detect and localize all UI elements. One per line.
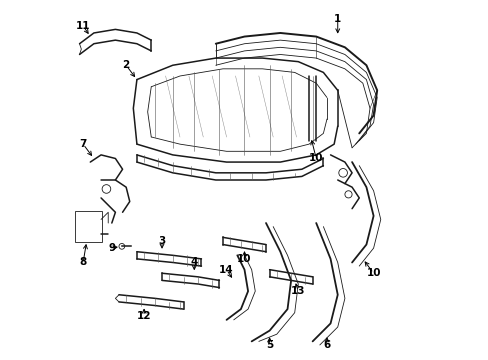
Text: 7: 7 (79, 139, 87, 149)
Text: 10: 10 (237, 254, 251, 264)
Text: 8: 8 (80, 257, 86, 267)
Text: 3: 3 (158, 236, 165, 246)
Text: 14: 14 (219, 265, 233, 275)
Text: 9: 9 (108, 243, 115, 253)
Text: 10: 10 (308, 153, 323, 163)
Text: 5: 5 (265, 340, 273, 350)
Text: 6: 6 (323, 340, 330, 350)
Text: 2: 2 (122, 60, 129, 70)
Text: 13: 13 (290, 286, 305, 296)
Text: 11: 11 (76, 21, 90, 31)
Text: 10: 10 (366, 268, 380, 278)
Text: 12: 12 (137, 311, 151, 321)
Text: 4: 4 (190, 257, 198, 267)
Text: 1: 1 (333, 14, 341, 24)
